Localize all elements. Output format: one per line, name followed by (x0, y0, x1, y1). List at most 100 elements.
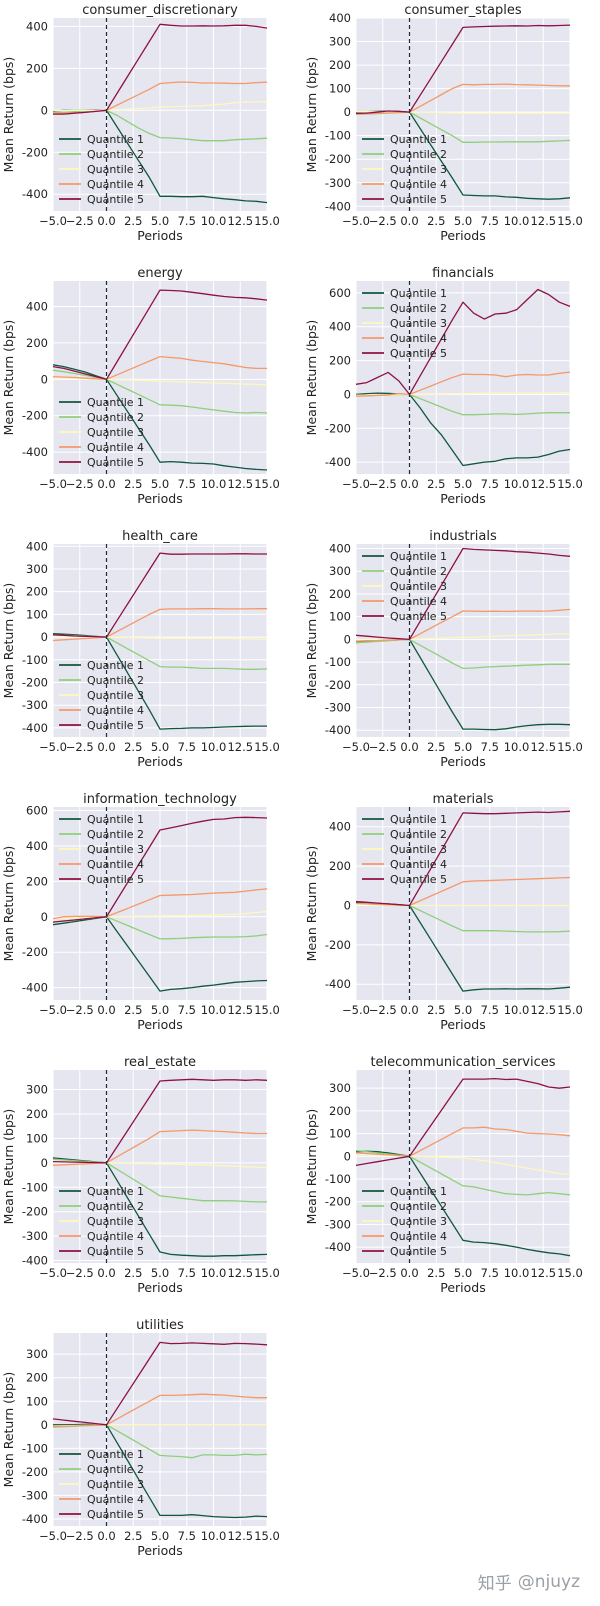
y-tick-label: 0 (41, 1418, 48, 1432)
series-line (52, 910, 268, 920)
legend-label: Quantile 2 (87, 674, 144, 687)
y-tick-label: -100 (22, 653, 48, 667)
series-line (355, 1126, 571, 1157)
legend-label: Quantile 1 (390, 1185, 447, 1198)
y-tick-label: -400 (325, 455, 351, 469)
legend-label: Quantile 1 (87, 396, 144, 409)
y-tick-label: -200 (22, 676, 48, 690)
panel-title: materials (432, 792, 493, 807)
y-axis-label: Mean Return (bps) (304, 583, 319, 699)
y-tick-label: 0 (344, 632, 351, 646)
y-tick-label: -400 (22, 1254, 48, 1268)
y-tick-label: 300 (329, 35, 351, 49)
series-line (355, 371, 571, 397)
legend-label: Quantile 1 (87, 1185, 144, 1198)
series-line (355, 392, 571, 467)
panel-title: real_estate (124, 1055, 196, 1070)
y-tick-label: 200 (329, 58, 351, 72)
x-axis-label: Periods (137, 1017, 183, 1032)
x-tick-label: 12.5 (530, 477, 556, 491)
chart-panel: −5.0−2.5 0.0 2.5 5.0 7.5 10.0 12.5 15.0 -400 -300… (304, 529, 583, 769)
y-tick-label: 0 (41, 910, 48, 924)
x-tick-label: −5.0 (39, 477, 67, 491)
series-line (355, 24, 571, 114)
y-tick-label: 400 (329, 820, 351, 834)
y-tick-label: 100 (329, 610, 351, 624)
series-line (355, 1077, 571, 1167)
panel-title: information_technology (83, 792, 237, 807)
series-line (52, 888, 268, 920)
panel-title: health_care (122, 529, 198, 544)
legend-label: Quantile 3 (390, 317, 447, 330)
y-tick-label: -200 (22, 145, 48, 159)
x-tick-label: 10.0 (504, 1266, 530, 1280)
y-tick-label: -300 (325, 1217, 351, 1231)
legend-label: Quantile 2 (390, 1200, 447, 1213)
panel-title: utilities (136, 1318, 184, 1333)
x-tick-label: −2.5 (369, 214, 397, 228)
y-tick-label: 0 (344, 387, 351, 401)
legend-label: Quantile 1 (390, 133, 447, 146)
panel-title: financials (432, 266, 494, 281)
y-tick-label: -200 (325, 152, 351, 166)
x-tick-label: 15.0 (254, 477, 280, 491)
x-tick-label: 12.5 (530, 1003, 556, 1017)
y-tick-label: 0 (41, 372, 48, 386)
y-tick-label: 0 (344, 898, 351, 912)
legend-label: Quantile 3 (390, 580, 447, 593)
x-axis-label: Periods (137, 754, 183, 769)
legend-label: Quantile 3 (390, 163, 447, 176)
y-tick-label: 100 (26, 607, 48, 621)
chart-panel: −5.0−2.5 0.0 2.5 5.0 7.5 10.0 12.5 15.0 -400 -200… (1, 792, 280, 1032)
chart-panel: −5.0−2.5 0.0 2.5 5.0 7.5 10.0 12.5 15.0 -400 -200… (304, 266, 583, 506)
series-line (53, 23, 268, 115)
series-line (52, 355, 267, 380)
y-tick-label: 100 (329, 1127, 351, 1141)
legend-label: Quantile 2 (87, 1463, 144, 1476)
x-tick-label: 10.0 (201, 477, 227, 491)
legend-label: Quantile 2 (87, 1200, 144, 1213)
series-line (355, 1149, 571, 1196)
x-tick-label: 10.0 (201, 740, 227, 754)
y-tick-label: 200 (26, 874, 48, 888)
series-line (355, 608, 571, 642)
legend-label: Quantile 4 (87, 1230, 144, 1243)
series-line (52, 109, 268, 142)
x-tick-label: 5.0 (454, 740, 472, 754)
x-tick-label: −2.5 (369, 1266, 397, 1280)
y-tick-label: -300 (325, 176, 351, 190)
x-tick-label: 5.0 (454, 1266, 472, 1280)
y-axis-label: Mean Return (bps) (304, 846, 319, 962)
series-line (355, 876, 571, 907)
y-tick-label: -100 (325, 1172, 351, 1186)
x-tick-label: 10.0 (201, 1266, 227, 1280)
legend-label: Quantile 1 (390, 550, 447, 563)
legend-label: Quantile 5 (87, 719, 144, 732)
x-tick-label: 0.0 (400, 740, 418, 754)
x-tick-label: 12.5 (530, 214, 556, 228)
legend-label: Quantile 2 (390, 302, 447, 315)
panel-title: industrials (429, 529, 497, 544)
legend-label: Quantile 5 (390, 610, 447, 623)
x-tick-label: 0.0 (400, 214, 418, 228)
y-tick-label: -300 (22, 1229, 48, 1243)
legend-label: Quantile 5 (87, 1245, 144, 1258)
x-tick-label: 7.5 (178, 214, 196, 228)
x-tick-label: 7.5 (178, 1266, 196, 1280)
x-tick-label: 15.0 (557, 1266, 583, 1280)
series-line (356, 111, 570, 114)
x-tick-label: −5.0 (39, 1266, 67, 1280)
legend-label: Quantile 5 (87, 193, 144, 206)
y-tick-label: -100 (325, 655, 351, 669)
x-tick-label: 15.0 (557, 477, 583, 491)
series-line (52, 364, 268, 471)
x-tick-label: −5.0 (39, 1003, 67, 1017)
y-tick-label: 400 (329, 11, 351, 25)
x-tick-label: 0.0 (97, 1003, 115, 1017)
y-tick-label: 0 (344, 105, 351, 119)
x-tick-label: −5.0 (342, 740, 370, 754)
y-tick-label: 0 (41, 1156, 48, 1170)
watermark: 知乎 @njuyz (478, 1569, 580, 1595)
chart-panel: −5.0−2.5 0.0 2.5 5.0 7.5 10.0 12.5 15.0 -400 -300… (304, 3, 583, 243)
